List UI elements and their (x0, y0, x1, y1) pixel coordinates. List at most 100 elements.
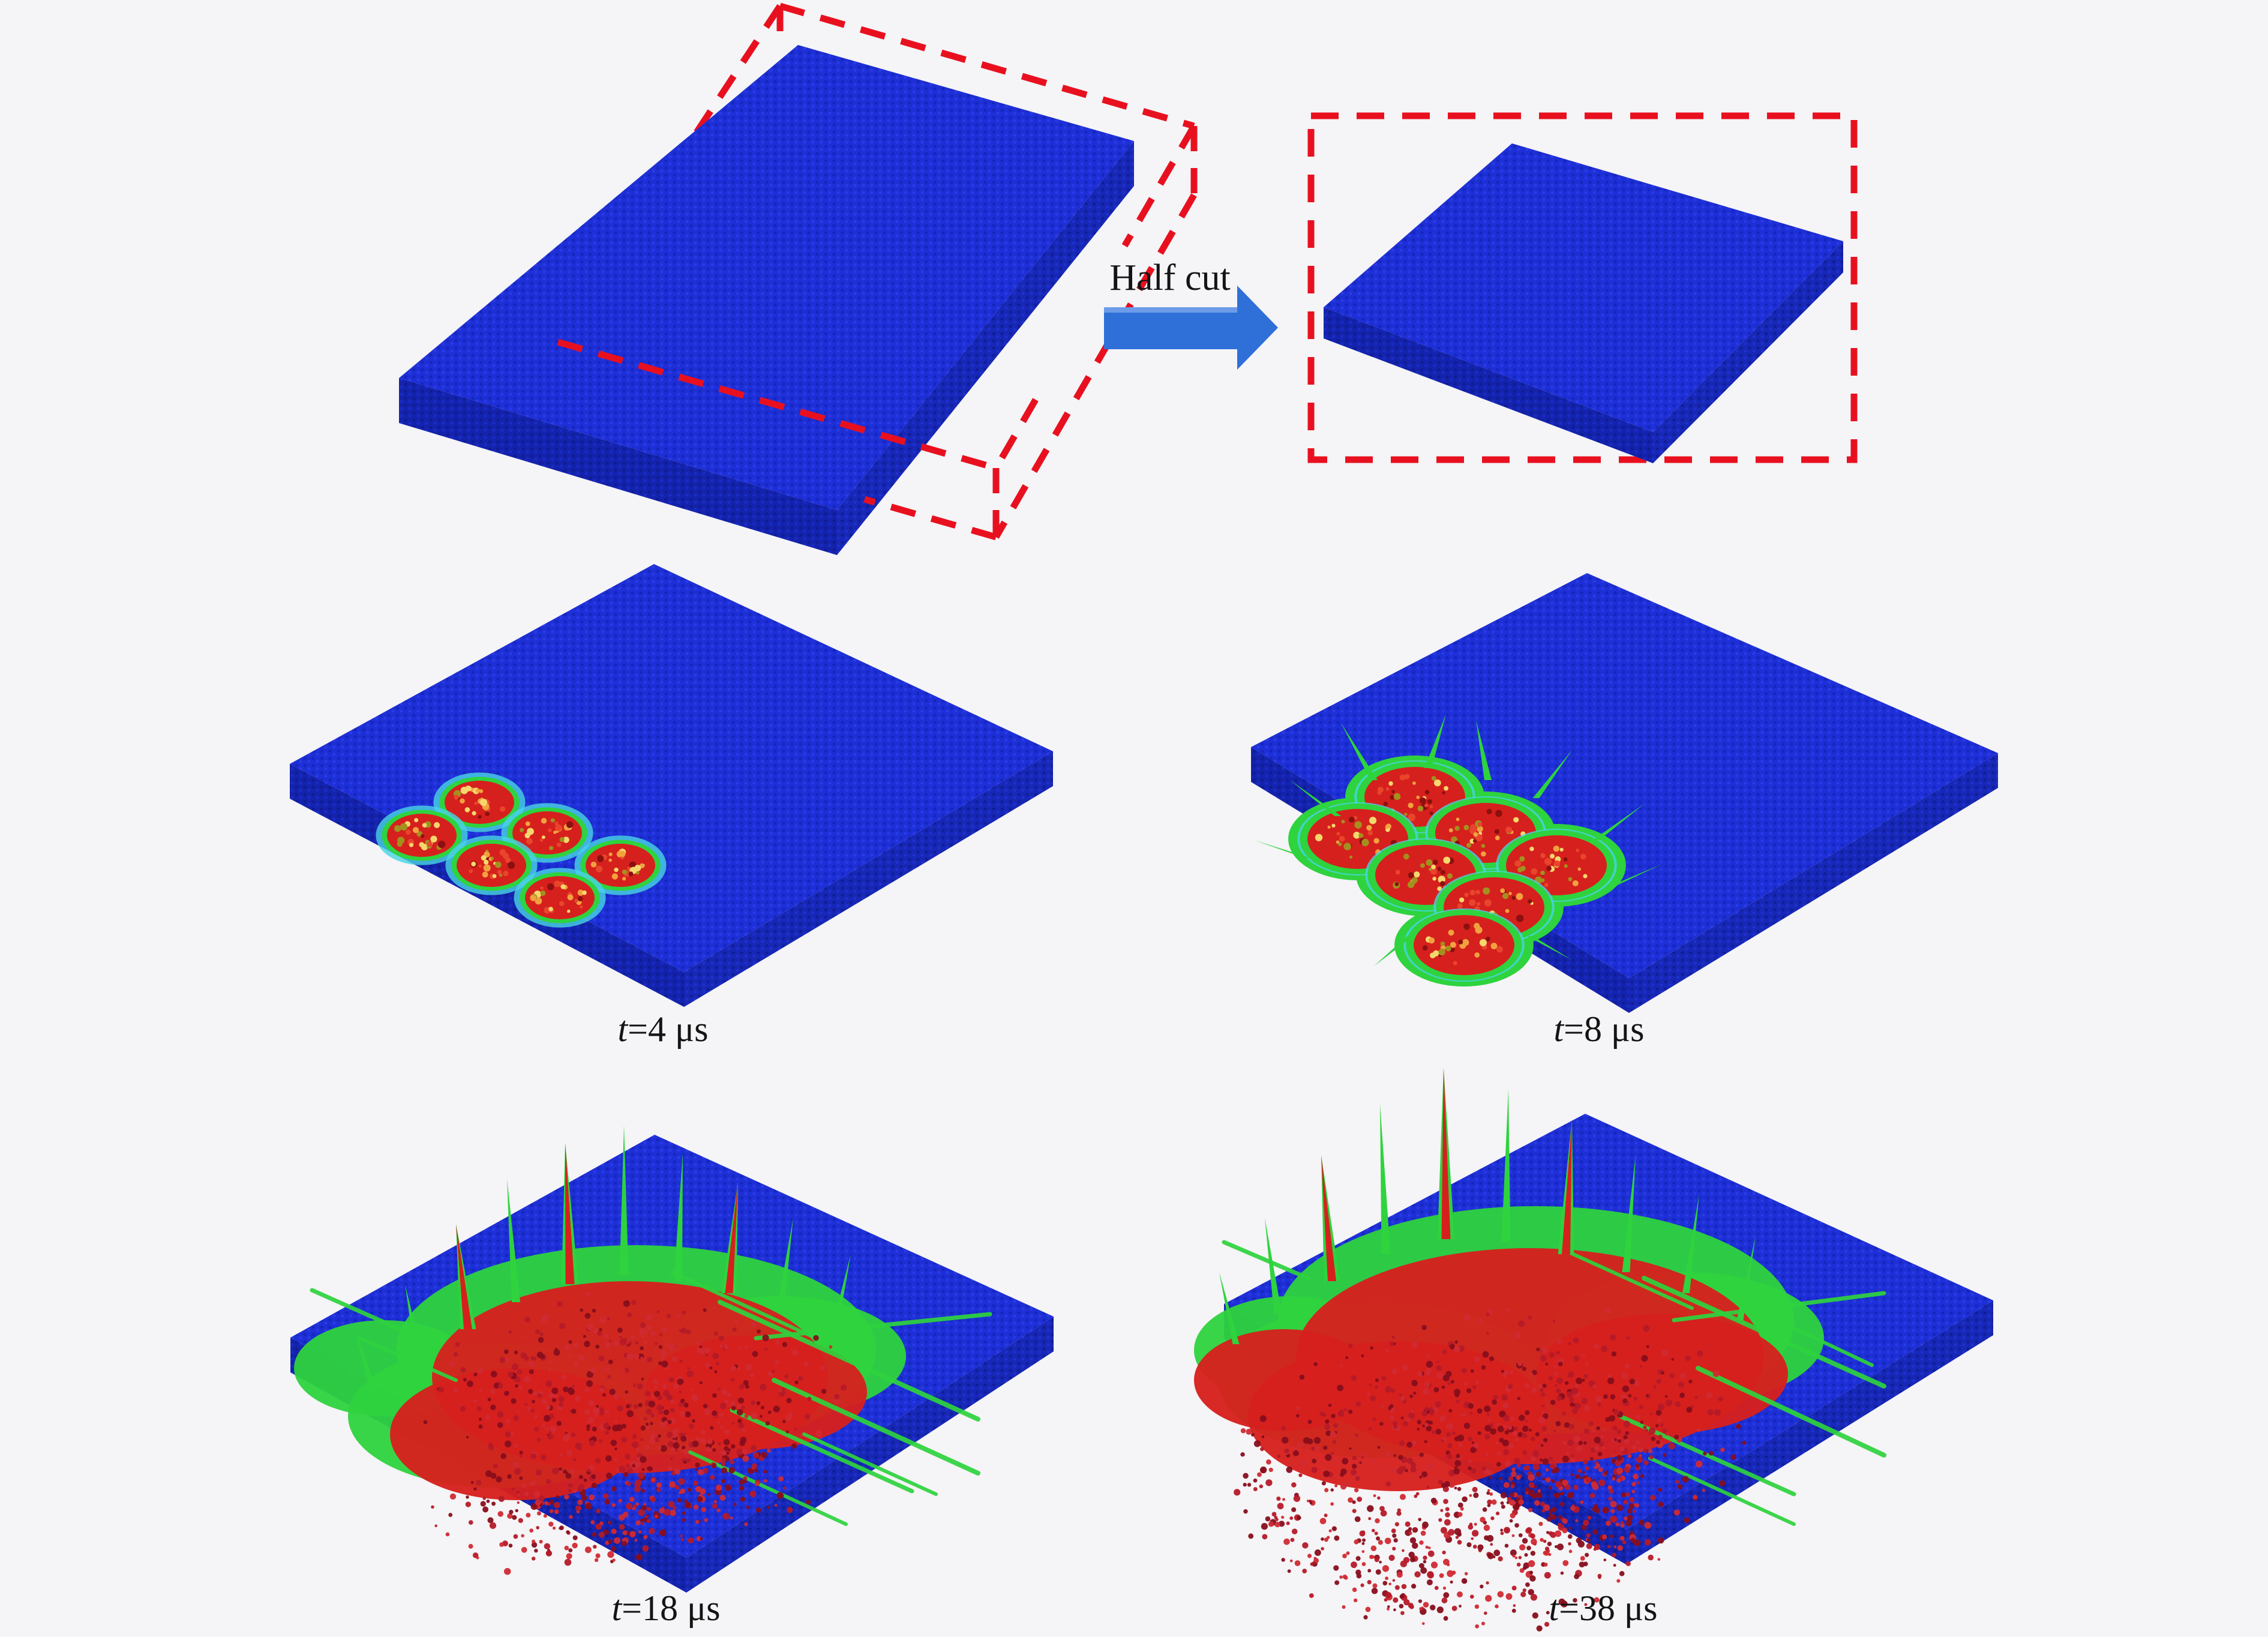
debris-particle (670, 1456, 673, 1461)
debris-particle (1375, 1385, 1378, 1389)
debris-particle (1445, 1371, 1452, 1377)
debris-particle (603, 1422, 610, 1429)
debris-particle (1443, 1592, 1450, 1599)
debris-particle (505, 1431, 511, 1438)
debris-particle (497, 1511, 504, 1517)
debris-particle (1400, 1396, 1405, 1401)
debris-particle (1616, 1467, 1624, 1474)
debris-particle (1510, 1492, 1514, 1497)
spot-speckle (1464, 892, 1469, 897)
debris-particle (686, 1370, 694, 1378)
spot-speckle (1315, 834, 1323, 841)
time-value: =4 μs (628, 1009, 708, 1049)
debris-particle (1352, 1509, 1357, 1513)
melt-spike (1682, 1194, 1699, 1293)
debris-particle (1598, 1479, 1606, 1486)
debris-particle (519, 1455, 523, 1458)
debris-particle (692, 1440, 699, 1447)
debris-particle (542, 1423, 546, 1428)
cut-box-dashed-edge (993, 398, 1039, 470)
debris-particle (1594, 1446, 1599, 1451)
debris-particle (513, 1534, 518, 1539)
debris-particle (1540, 1444, 1544, 1447)
debris-particle (1495, 1441, 1499, 1445)
debris-particle (1522, 1450, 1528, 1455)
spot-speckle (608, 858, 612, 862)
spot-speckle (1473, 832, 1478, 837)
debris-particle (1413, 1392, 1417, 1395)
debris-particle (1730, 1454, 1736, 1460)
debris-particle (1445, 1512, 1450, 1518)
debris-particle (1259, 1466, 1267, 1474)
debris-particle (1499, 1438, 1504, 1443)
debris-particle (1519, 1568, 1525, 1573)
debris-particle (1583, 1428, 1589, 1434)
debris-particle (503, 1567, 511, 1575)
debris-particle (677, 1498, 682, 1503)
debris-particle (1531, 1456, 1536, 1462)
debris-particle (1399, 1440, 1405, 1446)
spot-speckle (1361, 838, 1369, 847)
debris-particle (1382, 1565, 1390, 1572)
debris-particle (699, 1381, 703, 1384)
debris-particle (669, 1344, 676, 1351)
melt-spike (1290, 780, 1342, 816)
debris-particle (598, 1531, 605, 1538)
spot-speckle (1431, 776, 1436, 781)
debris-particle (665, 1342, 670, 1347)
debris-particle (539, 1540, 543, 1544)
debris-particle (1436, 1360, 1439, 1364)
debris-particle (1376, 1536, 1381, 1541)
debris-particle (1387, 1605, 1390, 1608)
spot-speckle (1453, 961, 1457, 966)
debris-particle (1471, 1468, 1477, 1474)
time-value: =8 μs (1564, 1009, 1644, 1049)
debris-particle (1380, 1510, 1387, 1517)
spot-speckle (1417, 805, 1424, 812)
debris-particle (791, 1443, 797, 1449)
debris-particle (1392, 1546, 1396, 1551)
spot-speckle (400, 823, 408, 831)
debris-particle (1429, 1409, 1435, 1414)
debris-particle (1463, 1422, 1471, 1429)
debris-particle (1291, 1528, 1298, 1534)
time-variable: t (617, 1009, 628, 1049)
spot-speckle (422, 823, 427, 828)
debris-particle (1281, 1425, 1286, 1431)
debris-particle (1671, 1358, 1675, 1361)
intro-full-plate-group (399, 2, 1198, 555)
melt-spike (1562, 1119, 1572, 1254)
spot-speckle (574, 898, 578, 903)
debris-particle (815, 1430, 823, 1437)
debris-particle (640, 1438, 644, 1441)
debris-particle (1543, 1504, 1550, 1512)
debris-particle (569, 1515, 573, 1519)
debris-particle (1657, 1537, 1664, 1544)
debris-particle (1248, 1533, 1254, 1539)
debris-particle (658, 1395, 663, 1401)
debris-particle (720, 1425, 724, 1429)
debris-particle (1417, 1428, 1420, 1431)
melt-streak (802, 1432, 938, 1496)
debris-particle (1471, 1537, 1474, 1540)
debris-particle (640, 1518, 644, 1522)
debris-particle (1371, 1459, 1376, 1463)
spot-speckle (563, 837, 569, 843)
debris-particle (723, 1439, 730, 1446)
debris-particle (1461, 1368, 1467, 1374)
debris-particle (737, 1404, 742, 1410)
debris-particle (1313, 1437, 1321, 1444)
spot-speckle (479, 799, 488, 806)
spot-speckle (427, 841, 433, 847)
debris-particle (1384, 1598, 1388, 1602)
debris-particle (1658, 1488, 1663, 1492)
debris-particle (514, 1443, 518, 1448)
spot-speckle (1403, 853, 1409, 860)
debris-particle (1448, 1482, 1455, 1488)
debris-particle (649, 1437, 655, 1444)
debris-particle (584, 1409, 590, 1415)
debris-particle (730, 1365, 736, 1371)
debris-particle (1542, 1477, 1546, 1480)
melt-spike (456, 1224, 472, 1329)
debris-particle (751, 1400, 755, 1405)
